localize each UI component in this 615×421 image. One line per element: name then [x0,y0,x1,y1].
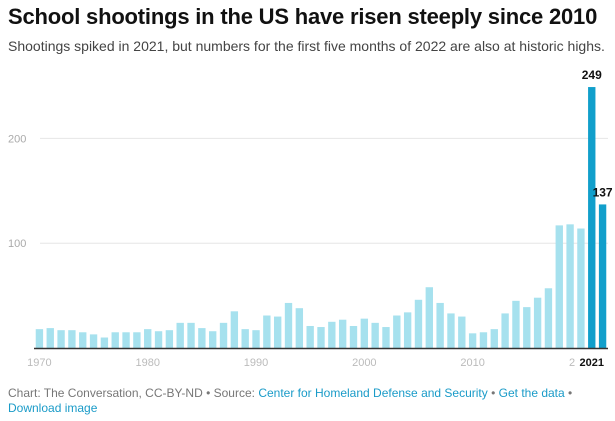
x-tick-label: 1990 [244,357,268,369]
bar-1990 [252,330,260,348]
get-data-link[interactable]: Get the data [498,386,565,400]
bar-1983 [176,322,184,348]
chart-title: School shootings in the US have risen st… [8,4,598,29]
y-tick-label: 100 [8,238,26,250]
bar-1985 [198,328,206,348]
bar-2000 [360,318,369,348]
x-tick-label: 1970 [27,357,51,369]
bar-1984 [187,322,195,348]
bar-2005 [414,299,423,348]
x-tick-label: 2010 [460,357,484,369]
source-link[interactable]: Center for Homeland Defense and Security [258,386,488,400]
data-label-2022: 137 [593,185,613,199]
bar-2003 [393,315,401,348]
bar-2017 [544,288,553,348]
bar-1971 [46,328,54,348]
bar-1977 [111,332,119,348]
source-separator: • Source: [202,386,259,400]
bar-1980 [144,329,152,348]
data-label-2021: 249 [582,68,602,82]
bar-1981 [154,331,163,348]
bar-2016 [533,297,542,348]
x-tick-label: 2000 [352,357,376,369]
bar-2004 [403,312,412,348]
x-tick-label: 1980 [135,357,159,369]
bar-2013 [501,313,509,348]
bar-2018 [555,225,563,348]
y-tick-label: 200 [8,133,26,145]
bar-2012 [490,329,498,348]
bar-2008 [447,313,455,348]
bar-1982 [165,330,174,348]
bar-2006 [425,287,433,348]
chart-footer: Chart: The Conversation, CC-BY-ND • Sour… [8,386,608,416]
bar-1998 [338,319,347,348]
separator: • [487,386,499,400]
bar-1972 [57,330,65,348]
bar-1978 [122,332,130,348]
bar-2011 [479,332,488,348]
bar-1994 [295,308,304,348]
x-tick-label: 2 [569,357,575,369]
bar-1999 [349,325,358,348]
bar-2009 [458,316,466,348]
bar-2022 [598,204,607,348]
bar-2021 [588,87,596,348]
bar-2019 [566,224,574,348]
bar-1973 [68,330,76,348]
bar-1970 [35,329,44,348]
bar-1993 [284,302,293,348]
chart-subtitle: Shootings spiked in 2021, but numbers fo… [8,38,605,54]
bar-1975 [89,334,98,348]
bar-1996 [317,327,325,348]
separator: • [564,386,573,400]
bar-1979 [133,332,141,348]
bar-1989 [241,329,249,348]
bar-1997 [328,321,336,348]
x-tick-label: 2021 [580,357,604,369]
bar-2020 [577,228,585,348]
download-image-link[interactable]: Download image [8,401,98,415]
bar-1991 [263,315,271,348]
bar-2001 [371,322,379,348]
bar-1986 [209,331,217,348]
bar-2014 [512,300,520,348]
bar-1987 [219,322,228,348]
bar-chart: 100 200 1970 1980 1990 2000 2010 2 2021 249 137 [8,68,613,369]
bar-1974 [79,332,87,348]
bar-1995 [306,325,314,348]
bar-1992 [273,316,282,348]
credit-text: Chart: The Conversation, CC-BY-ND [8,386,203,400]
bar-2007 [436,302,444,348]
bar-2015 [523,307,531,348]
bar-1988 [230,311,239,348]
bar-2010 [468,333,477,348]
bar-2002 [382,327,390,348]
bar-1976 [100,337,109,348]
